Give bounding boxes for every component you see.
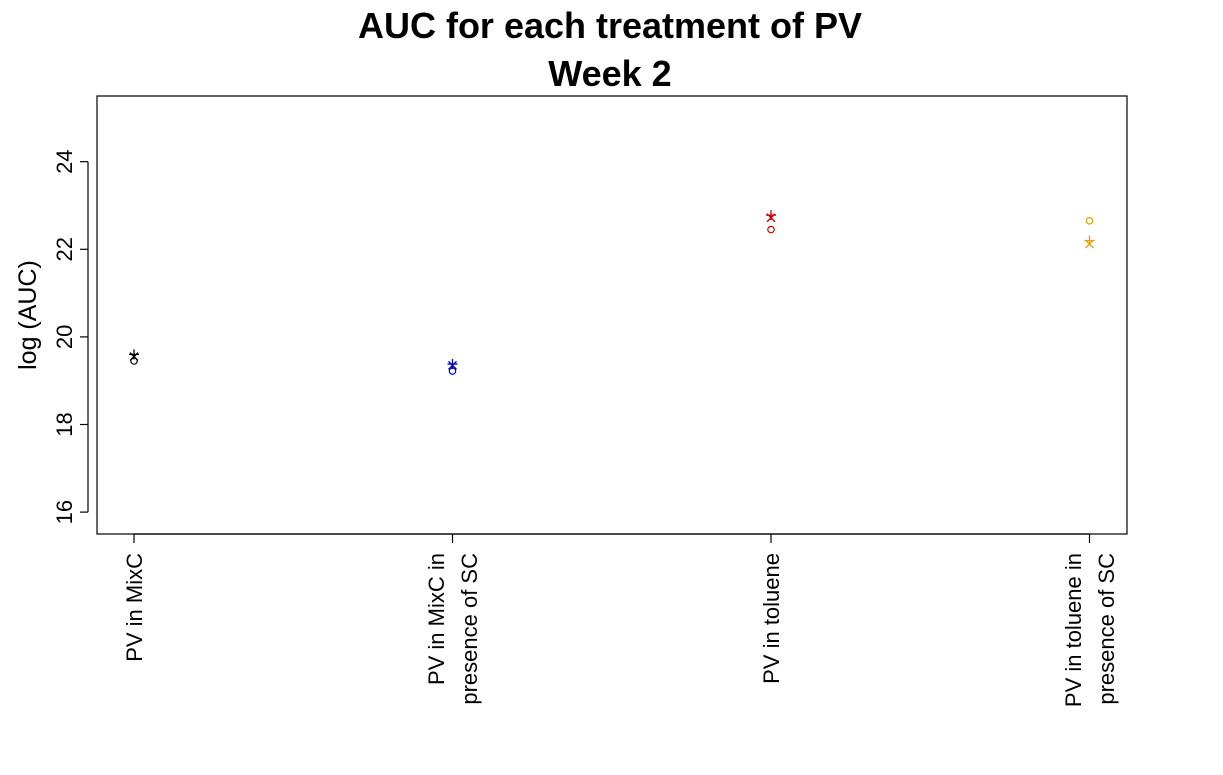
plot-frame: [96, 95, 1128, 535]
x-tick-label: presence of SC: [1094, 553, 1119, 705]
x-tick-label: PV in toluene in: [1061, 553, 1086, 707]
x-tick-label: presence of SC: [457, 553, 482, 705]
x-diag-2: [1085, 239, 1094, 249]
point-x: [448, 360, 457, 370]
y-tick-label: 24: [52, 149, 77, 173]
x-tick-label: PV in MixC: [122, 553, 147, 662]
y-tick-label: 22: [52, 237, 77, 261]
x-tick-label: PV in MixC in: [424, 553, 449, 685]
x-diag-2: [766, 213, 776, 223]
point-x: [129, 352, 139, 362]
x-tick-label: PV in toluene: [759, 553, 784, 684]
y-axis: 16 18 20 22 24: [52, 149, 89, 524]
chart-title-line-2: Week 2: [548, 53, 671, 94]
x-diag-2: [448, 360, 457, 370]
point-circle: [1085, 217, 1094, 225]
y-tick-label: 20: [52, 325, 77, 349]
point-cross: [447, 359, 458, 370]
x-diag-2: [129, 352, 139, 362]
x-axis: PV in MixC PV in MixC in presence of SC PV …: [122, 533, 1119, 707]
point-circle: [767, 225, 775, 234]
point-x: [1085, 239, 1094, 249]
point-x: [766, 213, 776, 223]
y-tick-label: 16: [52, 500, 77, 524]
data-points: [129, 210, 1095, 375]
y-tick-label: 18: [52, 412, 77, 436]
chart-title-line-1: AUC for each treatment of PV: [358, 5, 862, 46]
y-axis-label: log (AUC): [14, 260, 42, 370]
point-cross: [129, 349, 139, 360]
